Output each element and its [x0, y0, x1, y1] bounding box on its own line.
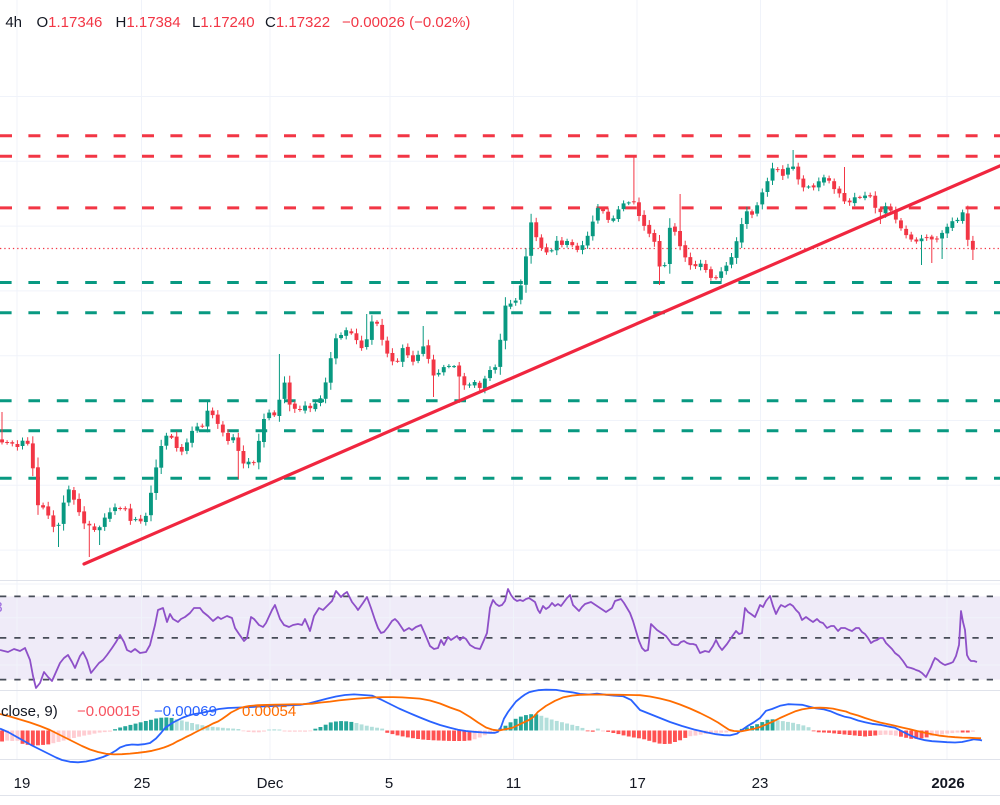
svg-text:19: 19: [14, 775, 31, 792]
svg-text:0.00054: 0.00054: [242, 703, 296, 720]
svg-text:Dec: Dec: [257, 775, 284, 792]
svg-text:−0.00015: −0.00015: [77, 703, 140, 720]
svg-text:2026: 2026: [931, 775, 964, 792]
svg-text:61.68: 61.68: [0, 599, 3, 616]
svg-text:−0.00069: −0.00069: [154, 703, 217, 720]
svg-text:25: 25: [134, 775, 151, 792]
svg-text:H1.17384: H1.17384: [116, 14, 181, 31]
svg-text:11: 11: [506, 775, 522, 792]
svg-text:C1.17322: C1.17322: [265, 14, 330, 31]
svg-text:O1.17346: O1.17346: [37, 14, 103, 31]
svg-text:5: 5: [385, 775, 393, 792]
svg-text:−0.00026 (−0.02%): −0.00026 (−0.02%): [342, 14, 470, 31]
svg-text:L1.17240: L1.17240: [192, 14, 255, 31]
svg-text:23: 23: [752, 775, 769, 792]
svg-text:17: 17: [629, 775, 646, 792]
svg-text:, 4h: , 4h: [0, 14, 22, 31]
svg-text:close, 9): close, 9): [1, 703, 58, 720]
